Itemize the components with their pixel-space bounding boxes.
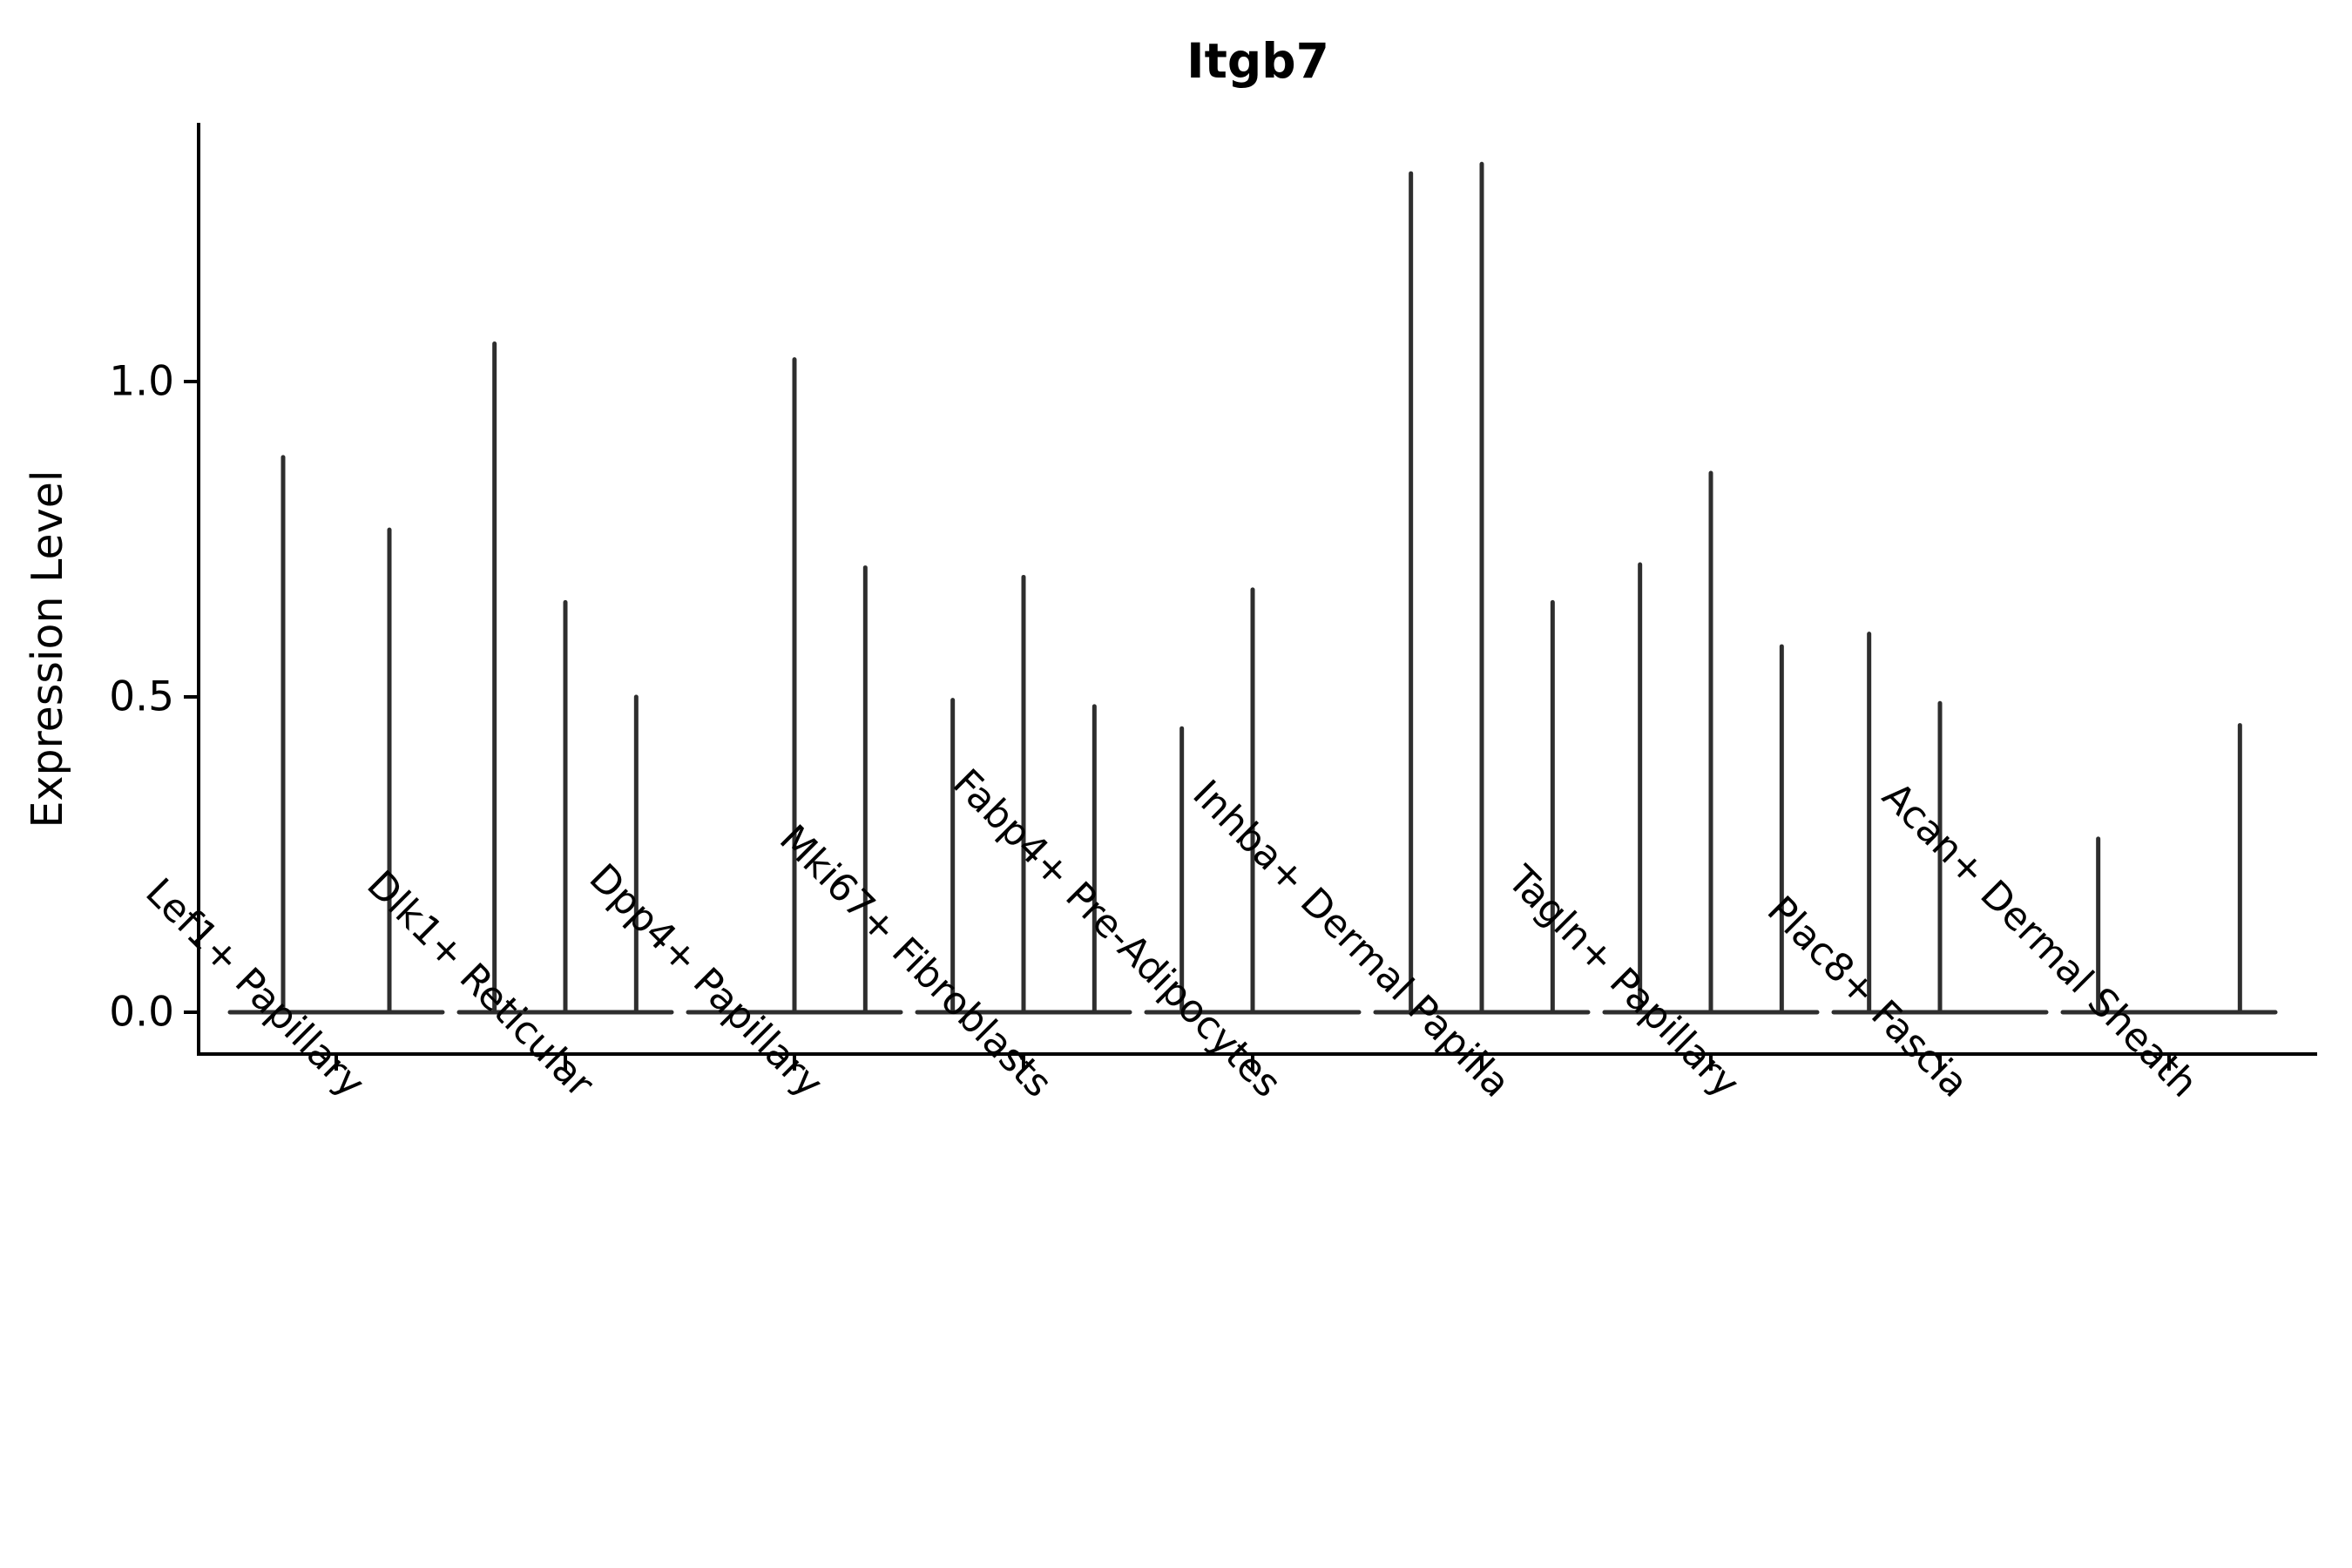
y-tick-label: 0.0 bbox=[109, 989, 174, 1037]
y-tick-label: 0.5 bbox=[109, 673, 174, 721]
chart-title: Itgb7 bbox=[1186, 33, 1329, 89]
y-tick-label: 1.0 bbox=[109, 358, 174, 406]
y-axis-label: Expression Level bbox=[23, 470, 72, 828]
